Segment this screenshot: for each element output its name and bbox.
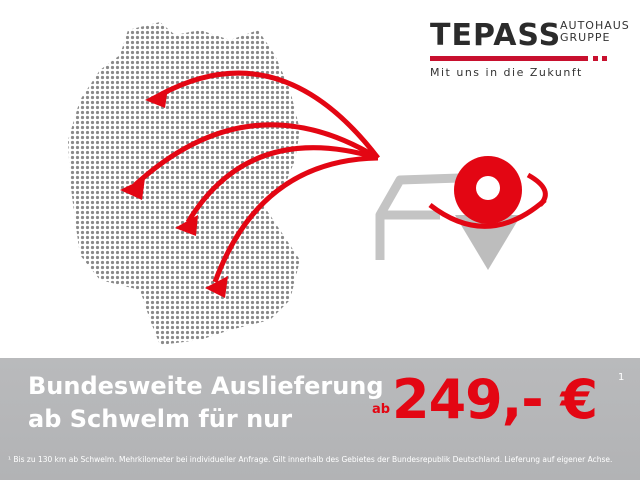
germany-map bbox=[68, 22, 300, 345]
logo-sub-line1: AUTOHAUS bbox=[560, 19, 630, 32]
location-pin-icon bbox=[428, 156, 548, 270]
logo-brand: TEPASS bbox=[430, 18, 562, 53]
logo-tagline: Mit uns in die Zukunft bbox=[430, 66, 583, 79]
logo-sub-line2: GRUPPE bbox=[560, 31, 611, 44]
logo-bar bbox=[430, 56, 588, 61]
delivery-arc-arrows bbox=[133, 70, 380, 283]
arrow-heads bbox=[120, 88, 228, 298]
footnote: ¹ Bis zu 130 km ab Schwelm. Mehrkilomete… bbox=[8, 455, 613, 464]
headline: Bundesweite Auslieferung ab Schwelm für … bbox=[28, 370, 384, 436]
logo-square bbox=[602, 56, 607, 61]
logo-sub: AUTOHAUS GRUPPE bbox=[560, 20, 630, 44]
footnote-mark: 1 bbox=[618, 372, 625, 383]
headline-line1: Bundesweite Auslieferung bbox=[28, 372, 384, 400]
offer-band bbox=[0, 358, 640, 480]
price-prefix: ab bbox=[372, 402, 391, 417]
price: 249,- € bbox=[392, 368, 598, 431]
headline-line2: ab Schwelm für nur bbox=[28, 405, 293, 433]
logo-square bbox=[593, 56, 598, 61]
